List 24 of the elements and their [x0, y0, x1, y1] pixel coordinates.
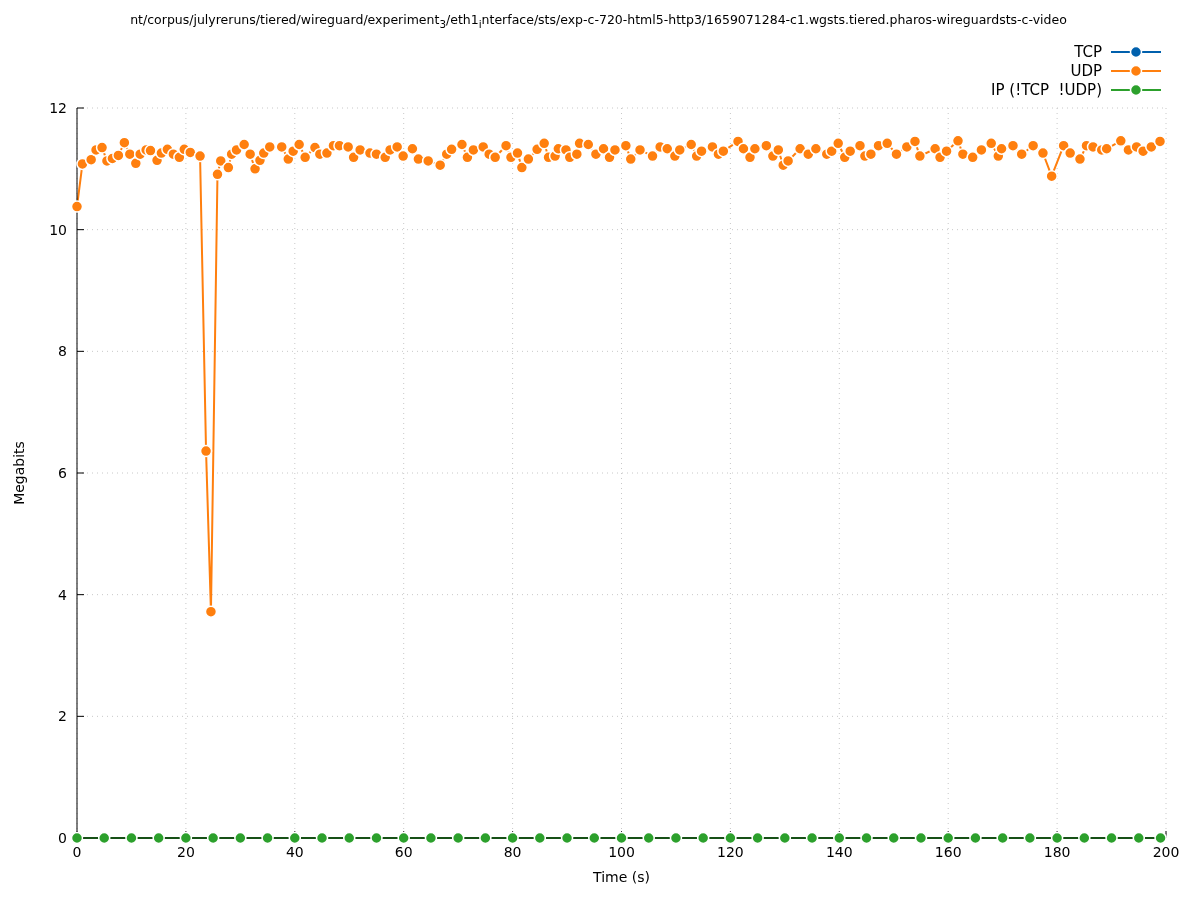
legend-label: IP (!TCP !UDP) — [991, 80, 1102, 99]
x-axis-title: Time (s) — [592, 869, 650, 885]
x-tick-label: 120 — [717, 843, 744, 860]
x-tick-label: 140 — [825, 843, 853, 860]
x-tick-label: 20 — [176, 843, 195, 860]
x-tick-label: 200 — [1152, 843, 1180, 860]
y-tick-label: 12 — [49, 99, 67, 116]
y-axis-title: Megabits — [10, 441, 27, 505]
x-tick-label: 60 — [394, 843, 413, 860]
y-tick-label: 10 — [49, 221, 67, 238]
y-tick-label: 4 — [58, 586, 68, 603]
legend-label: TCP — [1074, 42, 1102, 61]
chart-title: nt/corpus/julyreruns/tiered/wireguard/experiment$_{3}$/eth1$_{i}$nterface/sts/exp-c-720-html5-http3/1659071284-c1.wgsts.tiered.pharos-wireguardsts-c-video — [129, 12, 1068, 30]
x-tick-label: 40 — [285, 843, 304, 860]
x-tick-label: 160 — [934, 843, 962, 860]
y-tick-label: 2 — [58, 708, 67, 725]
x-tick-label: 180 — [1043, 843, 1071, 860]
x-tick-label: 80 — [503, 843, 522, 860]
x-tick-label: 100 — [608, 843, 635, 860]
y-tick-label: 0 — [58, 829, 67, 846]
y-tick-label: 8 — [58, 343, 67, 360]
legend-label: UDP — [1070, 61, 1102, 80]
y-tick-label: 6 — [58, 464, 68, 481]
x-tick-label: 0 — [72, 843, 82, 860]
